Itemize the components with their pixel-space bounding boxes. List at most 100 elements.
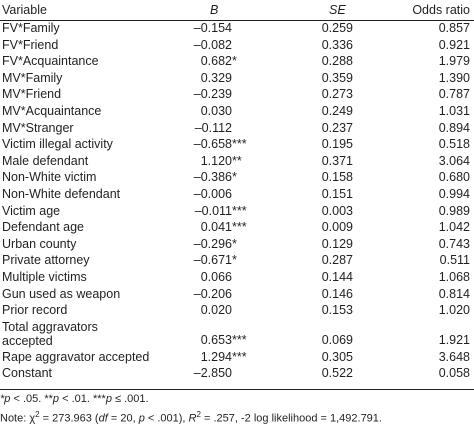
table-row: Constant –2.850 0.522 0.058 — [0, 365, 474, 382]
header-variable: Variable — [2, 3, 47, 17]
odds-ratio-cell: 0.921 — [438, 37, 470, 52]
table-row: Prior record 0.020 0.153 1.020 — [0, 302, 474, 319]
table-row: Rape aggravator accepted 1.294 *** 0.305 3.6… — [0, 349, 474, 366]
significance-stars: *** — [232, 203, 247, 218]
b-cell: –0.658 — [193, 137, 232, 152]
odds-ratio-cell: 3.064 — [438, 153, 470, 168]
se-cell: 0.151 — [321, 187, 353, 201]
b-cell: –0.671 — [193, 253, 232, 268]
variable-cell: Multiple victims — [2, 270, 87, 284]
table-notes: *p < .05. **p < .01. ***p ≤ .001. Note: … — [0, 392, 474, 427]
variable-cell: MV*Acquaintance — [2, 104, 102, 118]
variable-cell: Rape aggravator accepted — [2, 349, 150, 364]
variable-cell: Gun used as weapon — [2, 286, 121, 301]
significance-stars: *** — [232, 349, 247, 364]
odds-ratio-cell: 0.680 — [438, 170, 470, 185]
variable-cell: FV*Family — [2, 21, 60, 35]
table-row: Gun used as weapon –0.206 0.146 0.814 — [0, 286, 474, 303]
b-cell: 1.120 — [200, 153, 232, 168]
table-bottom-rule — [0, 389, 474, 390]
variable-cell: Private attorney — [2, 253, 90, 268]
b-cell: 0.041 — [200, 220, 232, 235]
table-row: Defendant age 0.041 *** 0.009 1.042 — [0, 219, 474, 236]
table-row: Private attorney –0.671 * 0.287 0.511 — [0, 252, 474, 269]
significance-stars: * — [232, 54, 237, 69]
b-cell: –0.206 — [193, 286, 232, 301]
b-cell: –0.006 — [193, 187, 232, 201]
b-cell: 0.066 — [200, 270, 232, 284]
se-cell: 0.336 — [321, 37, 353, 52]
se-cell: 0.249 — [321, 104, 353, 118]
header-se: SE — [329, 3, 346, 17]
table-row: FV*Acquaintance 0.682 * 0.288 1.979 — [0, 53, 474, 70]
odds-ratio-cell: 0.894 — [438, 120, 470, 135]
se-cell: 0.273 — [321, 87, 353, 102]
variable-cell: Non-White victim — [2, 170, 97, 185]
variable-cell: MV*Family — [2, 70, 63, 85]
odds-ratio-cell: 0.518 — [438, 137, 470, 152]
significance-stars: *** — [232, 332, 247, 347]
b-cell: –0.011 — [194, 203, 232, 218]
table-row: FV*Friend –0.082 0.336 0.921 — [0, 37, 474, 54]
se-cell: 0.153 — [321, 303, 353, 318]
significance-stars: *** — [232, 220, 247, 235]
odds-ratio-cell: 0.814 — [438, 286, 470, 301]
table-row: Non-White defendant –0.006 0.151 0.994 — [0, 186, 474, 203]
se-cell: 0.069 — [321, 332, 353, 347]
variable-cell: Total aggravators accepted — [2, 319, 98, 348]
b-cell: 1.294 — [200, 349, 232, 364]
odds-ratio-cell: 1.031 — [438, 104, 470, 118]
se-cell: 0.371 — [321, 153, 353, 168]
table-row: MV*Acquaintance 0.030 0.249 1.031 — [0, 103, 474, 120]
variable-cell: Urban county — [2, 236, 77, 251]
b-cell: –0.082 — [193, 37, 232, 52]
odds-ratio-cell: 0.994 — [438, 187, 470, 201]
se-cell: 0.359 — [321, 70, 353, 85]
odds-ratio-cell: 1.390 — [438, 70, 470, 85]
table-row: Victim illegal activity –0.658 *** 0.195 0.5… — [0, 136, 474, 153]
se-cell: 0.144 — [321, 270, 353, 284]
variable-cell: Victim age — [2, 203, 61, 218]
variable-cell: Defendant age — [2, 220, 85, 235]
significance-note: *p < .05. **p < .01. ***p ≤ .001. — [0, 393, 149, 405]
table-row: Urban county –0.296 * 0.129 0.743 — [0, 236, 474, 253]
odds-ratio-cell: 0.857 — [438, 21, 470, 35]
significance-stars: * — [232, 253, 237, 268]
variable-cell: Victim illegal activity — [2, 137, 113, 152]
odds-ratio-cell: 0.511 — [439, 253, 470, 268]
odds-ratio-cell: 0.743 — [438, 236, 470, 251]
significance-stars: ** — [232, 153, 242, 168]
se-cell: 0.522 — [321, 366, 353, 381]
table-row: Total aggravators accepted 0.653 *** 0.069 1… — [0, 319, 474, 349]
odds-ratio-cell: 1.042 — [438, 220, 470, 235]
se-cell: 0.305 — [321, 349, 353, 364]
variable-cell: MV*Stranger — [2, 120, 74, 135]
se-cell: 0.237 — [321, 120, 353, 135]
b-cell: –0.112 — [194, 120, 232, 135]
odds-ratio-cell: 3.648 — [438, 349, 470, 364]
odds-ratio-cell: 1.921 — [438, 332, 470, 347]
b-cell: 0.682 — [200, 54, 232, 69]
variable-cell: Non-White defendant — [2, 187, 121, 201]
b-cell: –0.296 — [193, 236, 232, 251]
se-cell: 0.009 — [321, 220, 353, 235]
se-cell: 0.158 — [321, 170, 353, 185]
model-fit-note: Note: χ2 = 273.963 (df = 20, p < .001), … — [0, 410, 382, 425]
b-cell: 0.030 — [200, 104, 232, 118]
variable-cell: FV*Acquaintance — [2, 54, 99, 69]
se-cell: 0.195 — [321, 137, 353, 152]
b-cell: 0.653 — [200, 332, 232, 347]
table-row: MV*Family 0.329 0.359 1.390 — [0, 70, 474, 87]
b-cell: 0.020 — [200, 303, 232, 318]
se-cell: 0.259 — [321, 21, 353, 35]
table-row: MV*Friend –0.239 0.273 0.787 — [0, 86, 474, 103]
b-cell: –2.850 — [193, 366, 232, 381]
header-odds-ratio: Odds ratio — [412, 3, 470, 17]
se-cell: 0.003 — [321, 203, 353, 218]
odds-ratio-cell: 1.020 — [438, 303, 470, 318]
b-cell: –0.154 — [193, 21, 232, 35]
variable-cell: Prior record — [2, 303, 68, 318]
table-row: FV*Family –0.154 0.259 0.857 — [0, 20, 474, 37]
variable-cell: MV*Friend — [2, 87, 62, 102]
b-cell: –0.239 — [193, 87, 232, 102]
